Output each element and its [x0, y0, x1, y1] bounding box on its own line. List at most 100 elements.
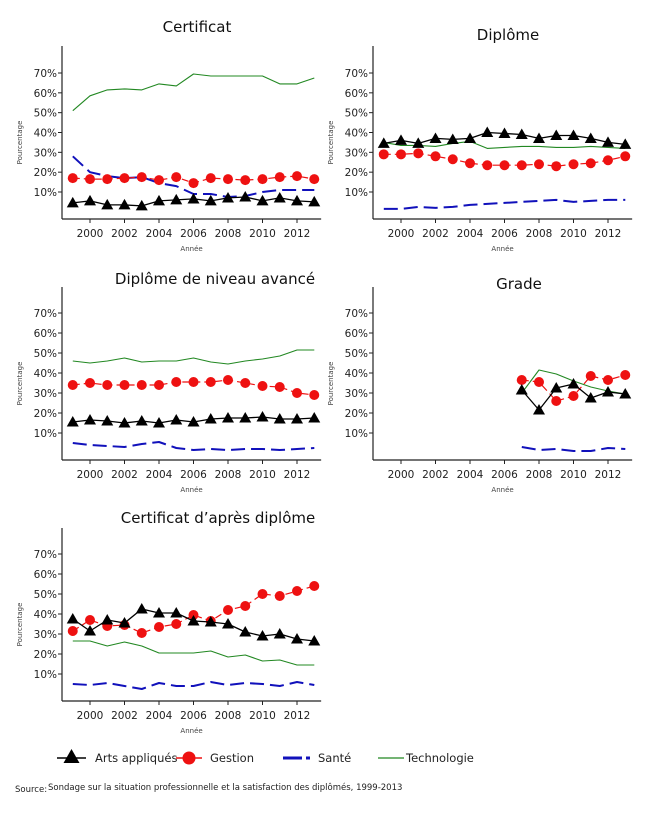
data-point [85, 378, 95, 388]
legend-label: Santé [318, 751, 351, 765]
x-tick-label: 2010 [249, 228, 276, 240]
data-point [273, 191, 286, 203]
series-arts-appliques [66, 411, 321, 428]
panels-group: Certificat 10% 20% 30% 40% 50% 60% 70% 2000 2002 2… [16, 18, 633, 735]
data-point [171, 377, 182, 387]
x-tick-label: 2000 [77, 710, 104, 722]
x-tick-label: 2000 [77, 228, 104, 240]
panel-diplome-de-niveau-avance: Diplôme de niveau avancé 10% 20% 30% 40% 50% 6… [16, 270, 322, 494]
data-point [256, 411, 269, 422]
series-line [72, 585, 315, 634]
series-line [383, 140, 626, 149]
x-tick-label: 2006 [180, 469, 207, 481]
data-point [66, 613, 79, 624]
series-arts-appliques [66, 190, 321, 211]
data-point [67, 173, 78, 184]
data-point [222, 412, 234, 423]
x-tick-label: 2002 [422, 469, 449, 481]
x-tick-label: 2000 [77, 469, 104, 481]
data-point [170, 607, 183, 618]
y-tick-label: 70% [34, 549, 57, 561]
data-point [429, 132, 442, 143]
panel-title: Diplôme de niveau avancé [115, 270, 315, 288]
data-point [67, 626, 78, 636]
y-tick-label: 50% [34, 589, 57, 601]
x-tick-label: 2006 [180, 710, 207, 722]
data-point [153, 607, 165, 618]
x-tick-label: 2000 [388, 228, 415, 240]
data-point [188, 377, 199, 387]
y-tick-label: 20% [345, 408, 368, 420]
panel-diplome: Diplôme 10% 20% 30% 40% 50% 60% 70% 2000 2002 2004… [327, 26, 633, 253]
data-point [430, 151, 441, 162]
data-point [534, 159, 544, 170]
panel-certificat-d-apres-diplome: Certificat d’après diplôme 10% 20% 30% 40% 50… [16, 509, 322, 735]
y-tick-label: 60% [34, 328, 57, 340]
data-point [584, 392, 597, 403]
y-tick-label: 20% [34, 167, 57, 179]
data-point [135, 199, 148, 211]
series-technologie [72, 640, 315, 666]
series-line [72, 640, 315, 666]
series-technologie [383, 140, 626, 149]
data-point [118, 617, 131, 628]
data-point [153, 417, 165, 428]
series-sante [72, 441, 315, 451]
data-point [534, 377, 544, 387]
panel-title: Certificat d’après diplôme [121, 509, 316, 527]
y-tick-label: 20% [34, 649, 57, 661]
data-point [188, 178, 199, 189]
series-line [72, 441, 315, 451]
panel-grade: Grade 10% 20% 30% 40% 50% 60% 70% 2000 2002 2004 20… [327, 275, 633, 494]
y-tick-label: 70% [345, 308, 368, 320]
data-point [567, 129, 580, 140]
data-point [378, 149, 389, 160]
data-point [85, 174, 95, 185]
data-point [239, 626, 252, 637]
data-point [447, 154, 458, 165]
y-tick-label: 20% [34, 408, 57, 420]
data-point [292, 586, 302, 596]
legend-label: Technologie [405, 751, 474, 765]
data-point [256, 630, 269, 641]
data-point [395, 134, 407, 145]
data-point [619, 388, 632, 399]
data-point [204, 413, 217, 424]
data-point [481, 126, 494, 137]
circle-marker-icon [182, 751, 196, 765]
legend-item-technologie: Technologie [378, 751, 474, 765]
y-tick-label: 10% [34, 187, 57, 199]
series-gestion [67, 171, 320, 189]
data-point [464, 132, 476, 143]
data-point [102, 380, 113, 390]
source-text: Sondage sur la situation professionnelle… [48, 782, 402, 793]
data-point [154, 622, 164, 632]
y-tick-label: 40% [345, 128, 368, 140]
legend: Arts appliqués Gestion Santé Technologie [57, 749, 474, 765]
panel-certificat: Certificat 10% 20% 30% 40% 50% 60% 70% 2000 2002 2… [16, 18, 322, 253]
panel-title: Certificat [163, 18, 232, 36]
series-gestion [516, 370, 631, 406]
x-tick-label: 2006 [180, 228, 207, 240]
y-tick-label: 70% [34, 68, 57, 80]
data-point [66, 416, 79, 427]
data-point [153, 194, 165, 206]
y-tick-label: 60% [345, 88, 368, 100]
series-sante [383, 198, 626, 210]
data-point [204, 194, 217, 206]
data-point [620, 370, 631, 380]
data-point [223, 375, 233, 385]
data-point [119, 380, 130, 390]
data-point [119, 173, 130, 184]
data-point [67, 380, 78, 390]
data-point [309, 390, 320, 400]
y-tick-label: 30% [34, 147, 57, 159]
y-tick-label: 40% [34, 128, 57, 140]
x-tick-label: 2002 [111, 228, 138, 240]
data-point [292, 171, 302, 182]
data-point [85, 615, 95, 625]
y-tick-label: 10% [34, 669, 57, 681]
x-tick-label: 2012 [284, 469, 311, 481]
data-point [135, 415, 148, 426]
series-technologie [72, 73, 315, 112]
